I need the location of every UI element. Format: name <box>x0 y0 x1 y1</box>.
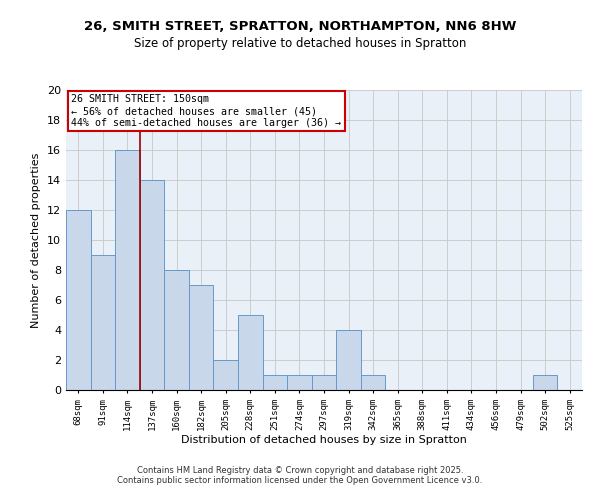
Bar <box>238 315 263 390</box>
Bar <box>263 375 287 390</box>
Bar <box>91 255 115 390</box>
Bar <box>214 360 238 390</box>
Bar <box>361 375 385 390</box>
Bar <box>140 180 164 390</box>
Y-axis label: Number of detached properties: Number of detached properties <box>31 152 41 328</box>
Bar <box>287 375 312 390</box>
Bar <box>533 375 557 390</box>
Text: Contains HM Land Registry data © Crown copyright and database right 2025.
Contai: Contains HM Land Registry data © Crown c… <box>118 466 482 485</box>
X-axis label: Distribution of detached houses by size in Spratton: Distribution of detached houses by size … <box>181 436 467 446</box>
Bar <box>66 210 91 390</box>
Bar <box>336 330 361 390</box>
Bar <box>164 270 189 390</box>
Text: Size of property relative to detached houses in Spratton: Size of property relative to detached ho… <box>134 38 466 51</box>
Bar <box>189 285 214 390</box>
Bar <box>312 375 336 390</box>
Bar <box>115 150 140 390</box>
Text: 26 SMITH STREET: 150sqm
← 56% of detached houses are smaller (45)
44% of semi-de: 26 SMITH STREET: 150sqm ← 56% of detache… <box>71 94 341 128</box>
Text: 26, SMITH STREET, SPRATTON, NORTHAMPTON, NN6 8HW: 26, SMITH STREET, SPRATTON, NORTHAMPTON,… <box>84 20 516 33</box>
